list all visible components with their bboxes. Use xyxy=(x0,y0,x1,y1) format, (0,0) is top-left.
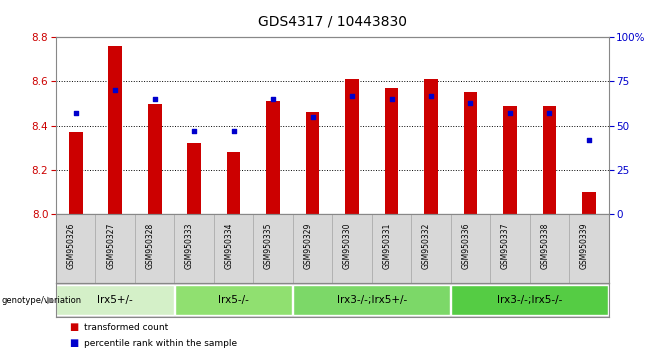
Text: ■: ■ xyxy=(69,338,78,348)
Text: GSM950329: GSM950329 xyxy=(303,222,313,269)
Bar xyxy=(384,88,399,214)
Point xyxy=(189,128,199,134)
Bar xyxy=(108,46,122,214)
Text: transformed count: transformed count xyxy=(84,323,168,332)
Text: GSM950332: GSM950332 xyxy=(422,222,431,269)
Text: GSM950331: GSM950331 xyxy=(382,222,392,269)
Point xyxy=(347,93,357,98)
Bar xyxy=(372,214,411,283)
Text: GSM950339: GSM950339 xyxy=(580,222,589,269)
Point xyxy=(505,110,515,116)
Bar xyxy=(68,132,83,214)
Text: GSM950333: GSM950333 xyxy=(185,222,194,269)
Text: ■: ■ xyxy=(69,322,78,332)
Text: GSM950326: GSM950326 xyxy=(66,222,76,269)
Text: GSM950338: GSM950338 xyxy=(540,222,549,269)
Point xyxy=(110,87,120,93)
Bar xyxy=(293,214,332,283)
Text: GSM950336: GSM950336 xyxy=(461,222,470,269)
Text: lrx5+/-: lrx5+/- xyxy=(97,295,133,305)
Bar xyxy=(187,143,201,214)
Bar xyxy=(175,285,292,315)
Point xyxy=(584,137,594,143)
Text: GSM950327: GSM950327 xyxy=(106,222,115,269)
Text: GDS4317 / 10443830: GDS4317 / 10443830 xyxy=(258,14,407,28)
Point xyxy=(426,93,436,98)
Bar xyxy=(253,214,293,283)
Bar xyxy=(582,192,595,214)
Bar xyxy=(174,214,214,283)
Bar xyxy=(266,101,280,214)
Text: GSM950335: GSM950335 xyxy=(264,222,273,269)
Bar xyxy=(147,104,161,214)
Bar xyxy=(503,106,517,214)
Bar xyxy=(57,285,174,315)
Bar xyxy=(451,285,608,315)
Text: GSM950337: GSM950337 xyxy=(501,222,510,269)
Text: lrx3-/-;lrx5-/-: lrx3-/-;lrx5-/- xyxy=(497,295,563,305)
Text: lrx5-/-: lrx5-/- xyxy=(218,295,249,305)
Text: lrx3-/-;lrx5+/-: lrx3-/-;lrx5+/- xyxy=(337,295,407,305)
Bar xyxy=(305,113,319,214)
Bar xyxy=(530,214,569,283)
Point xyxy=(149,96,160,102)
Text: genotype/variation: genotype/variation xyxy=(1,296,82,304)
Point xyxy=(544,110,555,116)
Point xyxy=(228,128,239,134)
Bar xyxy=(569,214,609,283)
Bar xyxy=(226,152,240,214)
Bar xyxy=(451,214,490,283)
Bar xyxy=(95,214,135,283)
Bar xyxy=(490,214,530,283)
Bar xyxy=(345,79,359,214)
Text: percentile rank within the sample: percentile rank within the sample xyxy=(84,339,237,348)
Point xyxy=(307,114,318,120)
Bar xyxy=(463,92,477,214)
Text: GSM950330: GSM950330 xyxy=(343,222,352,269)
Bar xyxy=(293,285,450,315)
Bar xyxy=(56,214,95,283)
Bar xyxy=(542,106,556,214)
Point xyxy=(268,96,278,102)
Point xyxy=(386,96,397,102)
Text: GSM950328: GSM950328 xyxy=(145,222,155,269)
Point xyxy=(70,110,81,116)
Bar xyxy=(332,214,372,283)
Bar xyxy=(214,214,253,283)
Text: GSM950334: GSM950334 xyxy=(224,222,234,269)
Point xyxy=(465,100,476,105)
Bar xyxy=(411,214,451,283)
Text: ▶: ▶ xyxy=(47,295,55,305)
Bar xyxy=(135,214,174,283)
Bar xyxy=(424,79,438,214)
